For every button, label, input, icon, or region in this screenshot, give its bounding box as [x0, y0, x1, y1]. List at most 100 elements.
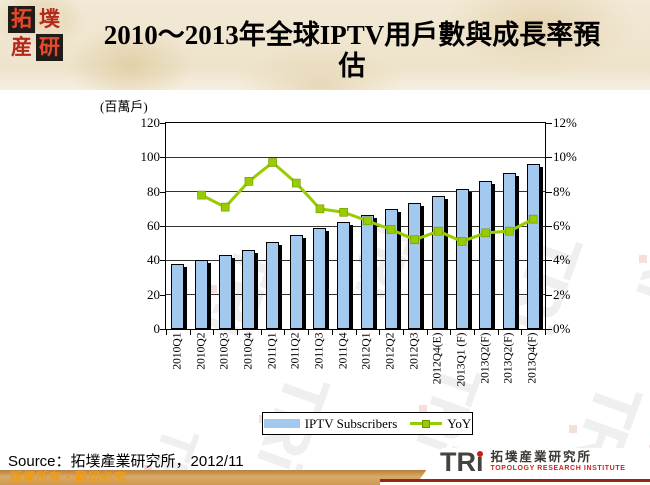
x-axis-label: 2011Q4	[337, 332, 350, 370]
x-axis-label: 2010Q3	[218, 332, 231, 370]
yoy-marker	[315, 204, 325, 214]
title-line-2: 估	[338, 51, 366, 81]
gridline	[166, 294, 545, 296]
yoy-marker	[386, 225, 396, 234]
legend-line-sample	[410, 419, 443, 428]
left-axis-tick-label: 0	[153, 321, 161, 336]
tri-logo-name-en: TOPOLOGY RESEARCH INSTITUTE	[490, 465, 626, 472]
left-axis-tick-label: 100	[140, 149, 161, 165]
yoy-marker	[244, 177, 254, 186]
yoy-marker	[410, 235, 420, 245]
right-axis-tick-label: 8%	[553, 183, 571, 199]
x-axis-tick	[450, 330, 452, 335]
gridline	[166, 191, 545, 193]
source-note: Source：拓墣產業研究所，2012/11	[8, 453, 244, 470]
tri-watermark-dot	[639, 255, 647, 263]
iptv-subscribers-bar	[218, 255, 232, 329]
iptv-subscribers-bar	[242, 250, 256, 329]
left-axis-tick	[160, 157, 166, 159]
tri-logo-background	[420, 448, 650, 479]
x-axis-tick	[189, 330, 191, 335]
tri-logo-acronym: TRı	[440, 447, 484, 477]
right-axis-tick-label: 6%	[553, 218, 571, 233]
x-axis-label: 2010Q1	[171, 332, 184, 370]
x-axis-label: 2013Q2(F)	[479, 332, 492, 384]
title-line-1: 2010～2013年全球IPTV用戶數與成長率預	[103, 20, 601, 50]
x-axis-label: 2010Q4	[242, 332, 255, 370]
yoy-marker	[434, 226, 443, 236]
right-axis-tick-label: 10%	[553, 149, 577, 165]
tri-logo-name-cjk: 拓墣産業研究所	[490, 450, 593, 464]
right-axis-tick	[546, 329, 552, 330]
left-axis-unit-label: (百萬戶)	[100, 99, 148, 114]
x-axis-label: 2012Q4(E)	[431, 332, 444, 385]
gridline	[166, 259, 545, 261]
right-axis-tick-label: 2%	[553, 286, 571, 302]
seal-char: 拓	[8, 6, 35, 33]
left-axis-tick-label: 40	[147, 252, 160, 268]
left-axis-tick-label: 20	[147, 286, 160, 302]
x-axis-label: 2010Q2	[195, 332, 208, 370]
legend-line-marker	[422, 419, 431, 428]
yoy-marker	[363, 216, 372, 226]
yoy-marker	[220, 202, 230, 212]
left-axis-tick-label: 80	[147, 183, 160, 199]
x-axis-tick	[284, 330, 286, 335]
left-axis-tick	[160, 123, 166, 124]
x-axis-label: 2011Q2	[289, 332, 302, 370]
copyright-text: 版權所有‧翻印必究	[10, 470, 128, 484]
iptv-subscribers-bar	[171, 263, 185, 329]
page-title: 2010～2013年全球IPTV用戶數與成長率預 估	[62, 20, 642, 82]
seal-char: 産	[8, 34, 35, 61]
left-axis-tick	[160, 329, 166, 330]
left-axis-tick	[160, 294, 166, 296]
x-axis-tick	[426, 330, 428, 335]
seal-char: 研	[36, 34, 63, 61]
legend-bar-swatch	[263, 419, 300, 428]
tri-watermark: TRi	[623, 206, 650, 311]
x-axis-tick	[521, 330, 523, 335]
seal-char: 墣	[36, 6, 63, 33]
tri-logo: TRı 拓墣産業研究所 TOPOLOGY RESEARCH INSTITUTE	[440, 449, 625, 476]
iptv-subscribers-bar	[289, 234, 303, 329]
yoy-marker	[291, 178, 301, 188]
yoy-marker	[528, 214, 538, 224]
x-axis-label: 2011Q1	[266, 332, 279, 370]
x-axis-tick	[308, 330, 310, 335]
x-axis-tick	[260, 330, 262, 335]
right-axis-tick-label: 4%	[553, 252, 571, 268]
right-axis-tick-label: 12%	[553, 115, 577, 130]
x-axis-tick	[497, 330, 499, 335]
right-axis-tick	[546, 191, 552, 193]
header-band	[0, 0, 650, 90]
chart-legend: IPTV Subscribers YoY	[262, 412, 473, 435]
x-axis-tick	[473, 330, 475, 335]
tri-logo-names: 拓墣産業研究所 TOPOLOGY RESEARCH INSTITUTE	[490, 449, 626, 473]
left-axis-tick	[160, 260, 166, 262]
gridline	[166, 225, 545, 227]
yoy-marker	[197, 190, 206, 200]
iptv-subscribers-bar	[384, 208, 398, 329]
gridline	[166, 156, 545, 158]
iptv-subscribers-bar	[502, 172, 516, 329]
plot-area	[165, 122, 546, 330]
yoy-marker	[457, 237, 467, 246]
iptv-subscribers-bar	[337, 221, 351, 329]
yoy-line-chart	[197, 158, 538, 246]
topology-seal-logo: 拓 墣 産 研	[8, 6, 64, 62]
iptv-subscribers-bar	[408, 202, 422, 329]
tri-watermark-dot	[569, 425, 577, 433]
x-axis-label: 2012Q3	[408, 332, 421, 370]
iptv-subscribers-bar	[526, 164, 540, 329]
right-axis-tick	[546, 226, 552, 227]
iptv-subscribers-bar	[360, 214, 374, 329]
right-axis-tick	[546, 123, 552, 124]
x-axis-tick	[545, 330, 546, 335]
x-axis-tick	[355, 330, 357, 335]
x-axis-label: 2013Q2(F)	[502, 332, 515, 384]
x-axis-label: 2011Q3	[313, 332, 326, 370]
footer-strip-accent	[380, 479, 650, 485]
left-axis-tick-label: 60	[147, 218, 160, 233]
yoy-marker	[481, 228, 491, 238]
